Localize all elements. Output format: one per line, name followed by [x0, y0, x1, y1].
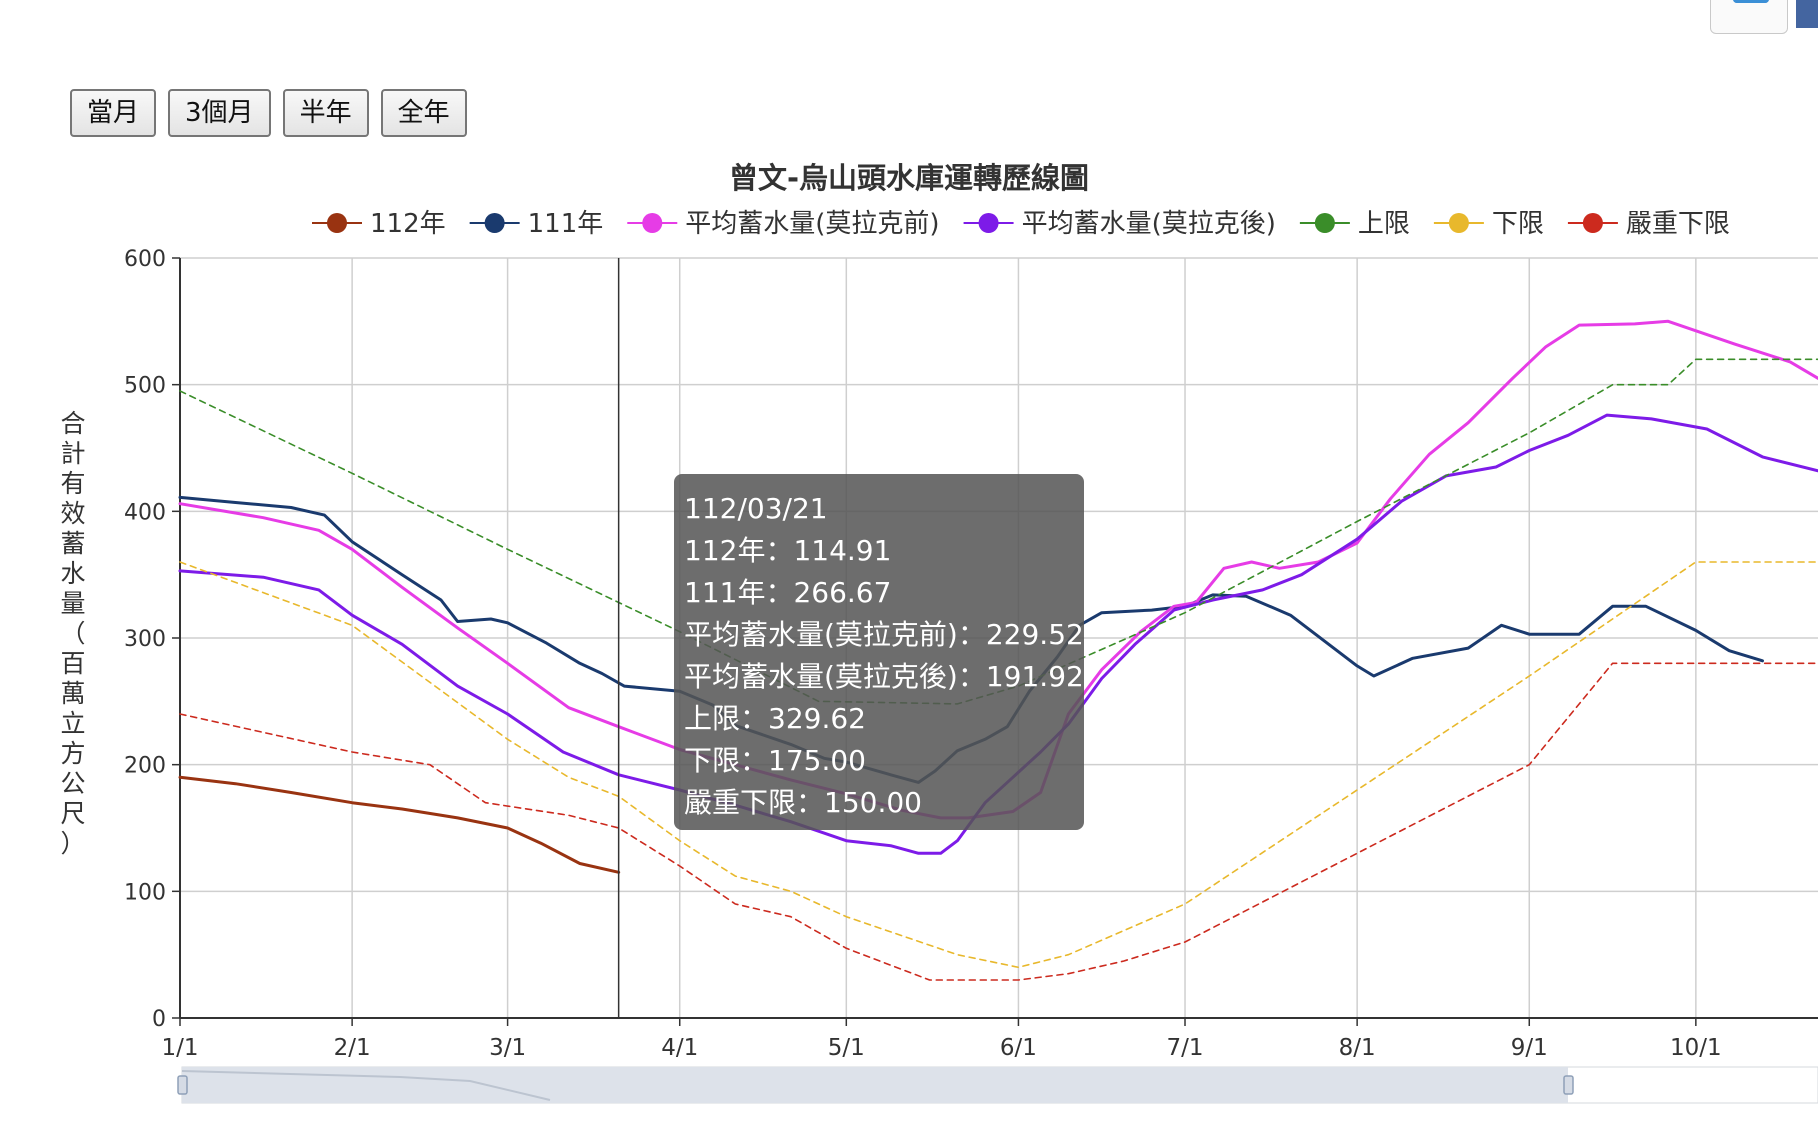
tooltip-row: 嚴重下限：150.00	[684, 786, 922, 819]
range-button-3-months[interactable]: 3個月	[168, 89, 271, 137]
zoom-handle[interactable]	[177, 1075, 188, 1095]
x-tick-label: 1/1	[161, 1035, 198, 1061]
edge-panel	[1796, 0, 1818, 28]
tooltip-row: 112年：114.91	[684, 534, 892, 567]
legend-marker	[484, 213, 505, 233]
x-tick-label: 6/1	[1000, 1035, 1037, 1061]
y-tick-label: 300	[124, 627, 166, 652]
tooltip-row: 平均蓄水量(莫拉克後)：191.92	[684, 660, 1084, 693]
y-tick-label: 600	[124, 247, 166, 272]
legend-item-label[interactable]: 上限	[1358, 209, 1410, 239]
y-tick-label: 400	[124, 500, 166, 525]
series-line	[179, 561, 1818, 969]
share-button[interactable]	[1710, 0, 1788, 34]
range-button-half-year[interactable]: 半年	[282, 89, 369, 137]
tooltip: 112/03/21 112年：114.91 111年：266.67 平均蓄水量(…	[674, 474, 1084, 830]
tooltip-row: 111年：266.67	[684, 576, 892, 609]
x-tick-label: 10/1	[1670, 1035, 1722, 1061]
x-tick-label: 7/1	[1167, 1035, 1204, 1061]
x-tick-label: 3/1	[489, 1035, 526, 1061]
zoom-window[interactable]	[182, 1067, 1568, 1103]
series-line	[179, 662, 1818, 981]
range-button-month[interactable]: 當月	[70, 89, 157, 137]
legend-item-label[interactable]: 112年	[370, 209, 446, 239]
chart-title: 曾文-烏山頭水庫運轉歷線圖	[728, 161, 1090, 195]
legend-item-label[interactable]: 平均蓄水量(莫拉克後)	[1022, 209, 1276, 239]
zoom-handle[interactable]	[1563, 1075, 1574, 1095]
legend-marker	[327, 213, 347, 233]
y-tick-label: 500	[124, 374, 166, 399]
tooltip-date: 112/03/21	[684, 492, 828, 525]
x-tick-label: 2/1	[334, 1035, 371, 1061]
zoom-slider[interactable]	[177, 1066, 1818, 1104]
series-line	[179, 358, 1818, 705]
y-axis-label: 合計有效蓄水量（百萬立方公尺）	[60, 409, 85, 858]
legend-item-label[interactable]: 嚴重下限	[1626, 209, 1730, 239]
tooltip-row: 平均蓄水量(莫拉克前)：229.52	[684, 618, 1084, 651]
legend-marker	[978, 213, 999, 233]
range-button-group: 當月 3個月 半年 全年	[70, 89, 467, 137]
legend-item-label[interactable]: 平均蓄水量(莫拉克前)	[685, 209, 939, 239]
tooltip-row: 上限：329.62	[684, 702, 866, 735]
x-tick-label: 9/1	[1511, 1035, 1548, 1061]
legend-marker	[1448, 213, 1469, 233]
range-button-full-year[interactable]: 全年	[380, 89, 467, 137]
zoom-preview-line	[181, 1070, 551, 1101]
legend[interactable]: 112年 111年 平均蓄水量(莫拉克前) 平均蓄水量(莫拉克後) 上限 下限 嚴重下限	[312, 209, 1730, 239]
x-tick-label: 5/1	[828, 1035, 865, 1061]
legend-marker	[642, 213, 663, 233]
y-tick-label: 0	[152, 1007, 166, 1032]
x-tick-label: 8/1	[1339, 1035, 1376, 1061]
share-icon	[1733, 0, 1769, 3]
tooltip-row: 下限：175.00	[684, 744, 866, 777]
legend-marker	[1314, 213, 1335, 233]
legend-item-label[interactable]: 111年	[528, 209, 604, 239]
axis-layer: 0 100 200 300 400 500 600 1/1 2/1 3/1 4/1 5/1 6/1 7/1…	[60, 247, 1818, 1061]
series-line	[178, 775, 621, 874]
legend-item-label[interactable]: 下限	[1492, 209, 1544, 239]
series-line	[178, 319, 1818, 820]
y-tick-label: 100	[124, 880, 166, 905]
legend-marker	[1582, 213, 1603, 233]
y-tick-label: 200	[124, 754, 166, 779]
x-tick-label: 4/1	[661, 1035, 698, 1061]
